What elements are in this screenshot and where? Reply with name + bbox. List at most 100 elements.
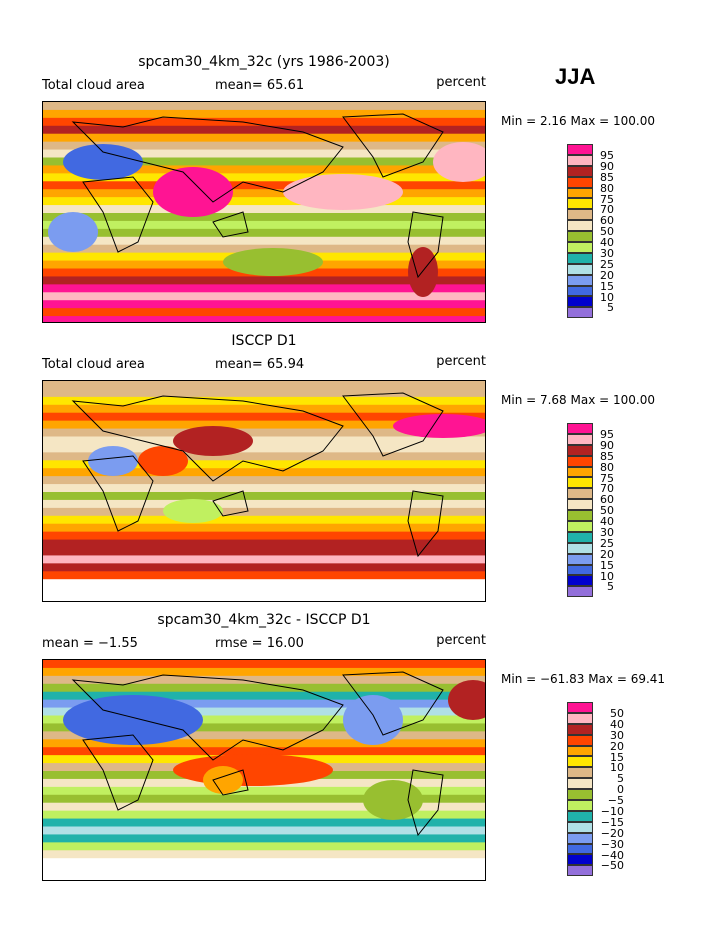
- colorbar-tick-label: −10: [600, 805, 624, 819]
- colorbar-tick-label: 75: [600, 192, 614, 206]
- contour-region: [363, 780, 423, 820]
- contour-band: [43, 181, 485, 190]
- contour-band: [43, 404, 485, 414]
- contour-region: [153, 167, 233, 217]
- colorbar-tick-label: 10: [600, 290, 614, 304]
- contour-region: [63, 144, 143, 180]
- colorbar-tick-label: −5: [607, 794, 624, 808]
- contour-band: [43, 531, 485, 541]
- contour-band: [43, 675, 485, 685]
- colorbar-tick-label: 30: [610, 728, 624, 742]
- contour-band: [43, 484, 485, 493]
- contour-band: [43, 141, 485, 151]
- colorbar: [567, 702, 593, 877]
- contour-band: [43, 149, 485, 159]
- contour-region: [163, 499, 223, 523]
- contour-band: [43, 228, 485, 238]
- coastline: [342, 113, 444, 178]
- contour-band: [43, 834, 485, 843]
- contour-band: [43, 117, 485, 127]
- colorbar-tick-label: 0: [617, 783, 624, 797]
- contour-region: [448, 680, 485, 720]
- colorbar-swatch: [567, 488, 593, 500]
- contour-band: [43, 173, 485, 182]
- colorbar-swatch: [567, 307, 593, 319]
- colorbar-tick-label: 15: [610, 750, 624, 764]
- contour-band: [43, 539, 485, 549]
- contour-band: [43, 396, 485, 406]
- contour-region: [63, 695, 203, 745]
- colorbar-swatch: [567, 756, 593, 768]
- coastline: [212, 769, 249, 796]
- contour-region: [343, 695, 403, 745]
- colorbar-tick-label: 75: [600, 471, 614, 485]
- colorbar-tick-label: 30: [600, 526, 614, 540]
- colorbar-swatch: [567, 455, 593, 467]
- contour-band: [43, 157, 485, 167]
- coastline: [71, 674, 344, 761]
- colorbar-swatch: [567, 296, 593, 308]
- colorbar-tick-label: 5: [607, 580, 614, 594]
- contour-band: [43, 707, 485, 717]
- colorbar-tick-label: −30: [600, 837, 624, 851]
- colorbar-swatch: [567, 477, 593, 489]
- colorbar-tick-label: 95: [600, 428, 614, 441]
- colorbar-tick-label: 80: [600, 460, 614, 474]
- colorbar-swatch: [567, 575, 593, 587]
- coastline: [342, 392, 444, 457]
- colorbar-swatch: [567, 198, 593, 210]
- colorbar-swatch: [567, 542, 593, 554]
- colorbar-tick-label: 25: [600, 536, 614, 550]
- coastline: [407, 769, 444, 837]
- contour-map: [42, 101, 486, 323]
- contour-band: [43, 739, 485, 748]
- contour-band: [43, 133, 485, 143]
- contour-map: [42, 659, 486, 881]
- colorbar-tick-label: 90: [600, 438, 614, 452]
- colorbar-swatch: [567, 242, 593, 253]
- colorbar-swatch: [567, 510, 593, 522]
- panel-title: ISCCP D1: [231, 333, 297, 349]
- contour-band: [43, 316, 485, 322]
- colorbar-swatch: [567, 734, 593, 746]
- colorbar-tick-label: 20: [600, 268, 614, 282]
- colorbar-tick-label: 60: [600, 493, 614, 507]
- colorbar-tick-label: 50: [600, 504, 614, 518]
- colorbar-tick-label: 15: [600, 558, 614, 572]
- min-max-label: Min = −61.83 Max = 69.41: [501, 672, 666, 686]
- colorbar-swatch: [567, 832, 593, 844]
- contour-band: [43, 699, 485, 709]
- colorbar-swatch: [567, 231, 593, 243]
- colorbar-swatch: [567, 789, 593, 801]
- units-label: percent: [436, 354, 486, 369]
- contour-band: [43, 197, 485, 206]
- contour-band: [43, 102, 485, 111]
- colorbar-labels: 95 90 85 80 75 70 60 50 40 30 25 20 15 10 5: [598, 429, 614, 592]
- colorbar-swatch: [567, 274, 593, 286]
- contour-band: [43, 818, 485, 828]
- min-max-label: Min = 2.16 Max = 100.00: [501, 114, 655, 128]
- colorbar-swatch: [567, 712, 593, 724]
- contour-band: [43, 412, 485, 422]
- panel-left-label: Total cloud area: [42, 78, 145, 93]
- colorbar-swatch: [567, 252, 593, 264]
- panel-title: spcam30_4km_32c (yrs 1986-2003): [138, 54, 390, 70]
- colorbar-swatch: [567, 263, 593, 275]
- contour-band: [43, 667, 485, 677]
- contour-band: [43, 213, 485, 222]
- colorbar-swatch: [567, 154, 593, 166]
- colorbar-swatch: [567, 433, 593, 445]
- colorbar-tick-label: 40: [600, 515, 614, 529]
- colorbar-tick-label: 95: [600, 149, 614, 162]
- contour-band: [43, 492, 485, 501]
- colorbar-tick-label: 40: [600, 236, 614, 250]
- colorbar-swatch: [567, 821, 593, 833]
- panel-left-label: mean = −1.55: [42, 636, 138, 651]
- contour-region: [283, 174, 403, 210]
- panel-title: spcam30_4km_32c - ISCCP D1: [157, 612, 371, 628]
- colorbar-tick-label: 70: [600, 203, 614, 217]
- colorbar-tick-label: 10: [610, 761, 624, 775]
- contour-band: [43, 579, 485, 588]
- contour-band: [43, 308, 485, 317]
